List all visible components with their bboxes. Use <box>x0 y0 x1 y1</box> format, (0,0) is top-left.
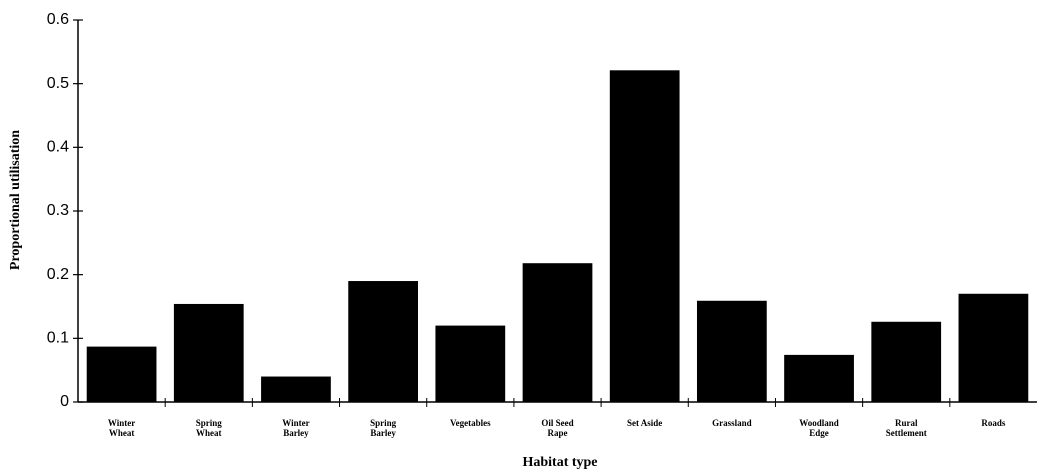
bar <box>522 263 593 402</box>
x-tick-label: Grassland <box>712 418 752 428</box>
x-tick-label: Set Aside <box>627 418 663 428</box>
y-tick-label: 0.5 <box>47 75 69 92</box>
x-tick-label: Winter Wheat <box>107 418 136 438</box>
x-tick-label: Spring Wheat <box>195 418 222 438</box>
x-tick-label: Rural Settlement <box>885 418 927 438</box>
bar <box>173 303 244 402</box>
bar <box>784 354 854 402</box>
bar <box>86 346 157 402</box>
y-tick-label: 0.1 <box>47 330 69 347</box>
y-tick-label: 0 <box>60 393 69 410</box>
x-tick-label: Woodland Edge <box>799 418 839 438</box>
bar <box>871 321 942 402</box>
y-tick-label: 0.2 <box>47 266 69 283</box>
x-tick-label: Roads <box>981 418 1006 428</box>
bar <box>696 300 767 402</box>
bar <box>435 325 506 402</box>
bar <box>609 70 680 403</box>
x-tick-label: Oil Seed Rape <box>541 418 574 438</box>
x-tick-label: Winter Barley <box>282 418 310 438</box>
x-tick-label: Spring Barley <box>370 418 397 438</box>
y-tick-label: 0.6 <box>47 11 69 28</box>
y-axis-label: Proportional utilisation <box>8 130 23 270</box>
bar <box>261 376 331 402</box>
bar <box>348 281 419 402</box>
y-tick-label: 0.4 <box>47 139 69 156</box>
x-axis-label: Habitat type <box>522 455 597 470</box>
x-tick-label: Vegetables <box>449 418 491 428</box>
y-tick-label: 0.3 <box>47 202 69 219</box>
bar <box>958 293 1029 402</box>
